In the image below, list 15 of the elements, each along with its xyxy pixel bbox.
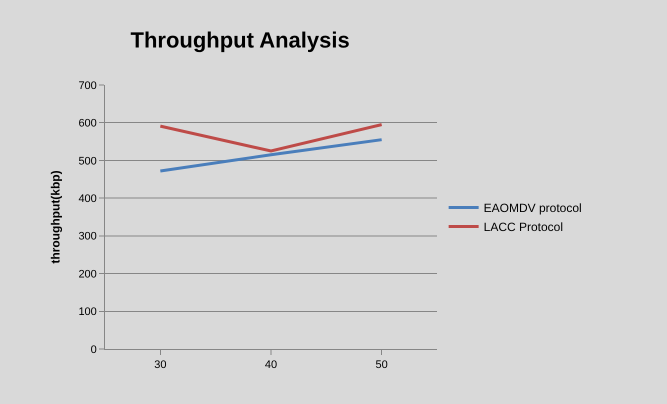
chart-title: Throughput Analysis [130, 28, 350, 53]
y-tick-label: 700 [78, 80, 97, 92]
y-tick-label: 500 [78, 155, 97, 168]
legend-label: LACC Protocol [484, 220, 564, 234]
y-tick-label: 300 [78, 230, 97, 243]
y-tick-label: 400 [78, 192, 97, 205]
legend-label: EAOMDV protocol [484, 201, 582, 216]
x-tick-label: 50 [376, 359, 388, 372]
x-tick-label: 30 [154, 359, 166, 372]
y-axis-title: throughput(kbp) [48, 170, 63, 264]
y-tick-label: 200 [78, 268, 97, 280]
y-tick-label: 600 [78, 118, 97, 130]
y-tick-label: 0 [90, 344, 97, 356]
y-tick-label: 100 [78, 306, 97, 318]
x-tick-label: 40 [264, 359, 278, 372]
